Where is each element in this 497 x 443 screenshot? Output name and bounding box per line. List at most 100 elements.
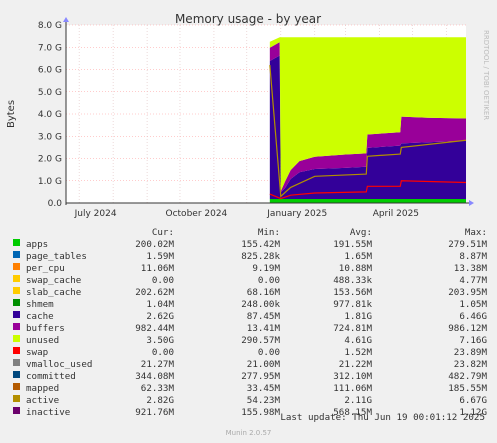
legend-swatch xyxy=(13,299,20,306)
legend-swatch xyxy=(13,239,20,246)
chart-title: Memory usage - by year xyxy=(175,12,321,26)
x-tick-label: October 2024 xyxy=(166,209,228,219)
legend-swatch xyxy=(13,275,20,282)
legend-avg: 1.65M xyxy=(344,251,372,262)
legend-min: 21.00M xyxy=(246,359,280,370)
legend-max: 986.12M xyxy=(448,323,487,334)
legend-max: 203.95M xyxy=(448,287,487,298)
last-update: Last update: Thu Jun 19 00:01:12 2025 xyxy=(280,412,485,423)
legend-name: committed xyxy=(26,371,76,382)
legend-max: 8.87M xyxy=(459,251,487,262)
legend-min: 0.00 xyxy=(257,275,280,286)
legend-name: apps xyxy=(26,239,49,250)
rrdtool-watermark: RRDTOOL / TOBI OETIKER xyxy=(482,30,490,120)
legend-row-inactive: inactive 921.76M 155.98M 568.15M 1.12G xyxy=(0,407,497,419)
header-min: Min: xyxy=(257,227,280,238)
legend-avg: 488.33k xyxy=(333,275,372,286)
legend-name: cache xyxy=(26,311,54,322)
legend-swatch xyxy=(13,359,20,366)
legend-max: 6.67G xyxy=(459,395,487,406)
legend-row-apps: apps 200.02M 155.42M 191.55M 279.51M xyxy=(0,239,497,251)
memory-chart: 0.0 1.0 G 2.0 G 3.0 G 4.0 G 5.0 G 6.0 G 7.0 G 8.… xyxy=(6,12,490,219)
legend-cur: 0.00 xyxy=(151,275,174,286)
legend-row-shmem: shmem 1.04M 248.00k 977.81k 1.05M xyxy=(0,299,497,311)
y-tick-label: 6.0 G xyxy=(38,66,62,76)
unused-area xyxy=(269,37,466,192)
legend-row-swap: swap 0.00 0.00 1.52M 23.89M xyxy=(0,347,497,359)
y-axis-label: Bytes xyxy=(6,100,17,128)
legend-cur: 62.33M xyxy=(140,383,174,394)
legend-row-mapped: mapped 62.33M 33.45M 111.06M 185.55M xyxy=(0,383,497,395)
axes: 0.0 1.0 G 2.0 G 3.0 G 4.0 G 5.0 G 6.0 G 7.0 G 8.… xyxy=(38,17,474,219)
legend-name: slab_cache xyxy=(26,287,82,298)
legend-min: 87.45M xyxy=(246,311,280,322)
legend-swatch xyxy=(13,407,20,414)
active-line xyxy=(269,65,467,198)
legend-name: mapped xyxy=(26,383,60,394)
legend-row-slab_cache: slab_cache 202.62M 68.16M 153.56M 203.95M xyxy=(0,287,497,299)
legend-avg: 312.10M xyxy=(333,371,372,382)
legend-cur: 344.08M xyxy=(135,371,174,382)
inactive-line xyxy=(269,180,467,200)
legend-avg: 153.56M xyxy=(333,287,372,298)
legend-cur: 1.04M xyxy=(146,299,174,310)
legend-name: swap_cache xyxy=(26,275,82,286)
legend-min: 277.95M xyxy=(241,371,280,382)
legend-avg: 4.61G xyxy=(344,335,372,346)
legend-name: swap xyxy=(26,347,49,358)
legend-max: 1.12G xyxy=(459,407,487,418)
y-tick-label: 5.0 G xyxy=(38,88,62,98)
y-tick-label: 7.0 G xyxy=(38,43,62,53)
legend-cur: 2.82G xyxy=(146,395,174,406)
legend-max: 13.38M xyxy=(453,263,487,274)
legend-cur: 11.06M xyxy=(140,263,174,274)
y-tick-label: 8.0 G xyxy=(38,21,62,31)
legend-row-per_cpu: per_cpu 11.06M 9.19M 10.88M 13.38M xyxy=(0,263,497,275)
stacked-areas xyxy=(269,37,466,203)
legend-avg: 10.88M xyxy=(338,263,372,274)
legend-cur: 982.44M xyxy=(135,323,174,334)
legend-avg: 191.55M xyxy=(333,239,372,250)
legend-name: per_cpu xyxy=(26,263,65,274)
legend-swatch xyxy=(13,335,20,342)
legend-avg: 2.11G xyxy=(344,395,372,406)
legend-max: 1.05M xyxy=(459,299,487,310)
munin-version: Munin 2.0.57 xyxy=(225,429,272,437)
legend-cur: 2.62G xyxy=(146,311,174,322)
legend-row-swap_cache: swap_cache 0.00 0.00 488.33k 4.77M xyxy=(0,275,497,287)
legend-cur: 0.00 xyxy=(151,347,174,358)
legend-avg: 977.81k xyxy=(333,299,372,310)
legend-avg: 724.81M xyxy=(333,323,372,334)
legend-cur: 21.27M xyxy=(140,359,174,370)
legend-row-active: active 2.82G 54.23M 2.11G 6.67G xyxy=(0,395,497,407)
legend-row-unused: unused 3.50G 290.57M 4.61G 7.16G xyxy=(0,335,497,347)
y-tick-label: 2.0 G xyxy=(38,155,62,165)
legend-row-buffers: buffers 982.44M 13.41M 724.81M 986.12M xyxy=(0,323,497,335)
legend-min: 13.41M xyxy=(246,323,280,334)
legend-cur: 200.02M xyxy=(135,239,174,250)
legend-row-vmalloc_used: vmalloc_used 21.27M 21.00M 21.22M 23.82M xyxy=(0,359,497,371)
legend-swatch xyxy=(13,251,20,258)
legend-max: 185.55M xyxy=(448,383,487,394)
header-max: Max: xyxy=(464,227,487,238)
y-axis-arrow xyxy=(63,17,69,22)
legend-avg: 1.81G xyxy=(344,311,372,322)
legend-min: 54.23M xyxy=(246,395,280,406)
legend-avg: 21.22M xyxy=(338,359,372,370)
legend-min: 68.16M xyxy=(246,287,280,298)
y-tick-label: 1.0 G xyxy=(38,177,62,187)
y-tick-label: 4.0 G xyxy=(38,110,62,120)
legend-name: unused xyxy=(26,335,60,346)
legend-max: 279.51M xyxy=(448,239,487,250)
legend-row-page_tables: page_tables 1.59M 825.28k 1.65M 8.87M xyxy=(0,251,497,263)
legend-name: vmalloc_used xyxy=(26,359,93,370)
legend-min: 155.98M xyxy=(241,407,280,418)
x-tick-label: July 2024 xyxy=(74,209,117,219)
legend-cur: 3.50G xyxy=(146,335,174,346)
legend: Cur: Min: Avg: Max: apps 200.02M 155.42M 19… xyxy=(0,227,497,419)
legend-swatch xyxy=(13,347,20,354)
legend-swatch xyxy=(13,287,20,294)
legend-min: 33.45M xyxy=(246,383,280,394)
header-avg: Avg: xyxy=(349,227,372,238)
legend-row-cache: cache 2.62G 87.45M 1.81G 6.46G xyxy=(0,311,497,323)
